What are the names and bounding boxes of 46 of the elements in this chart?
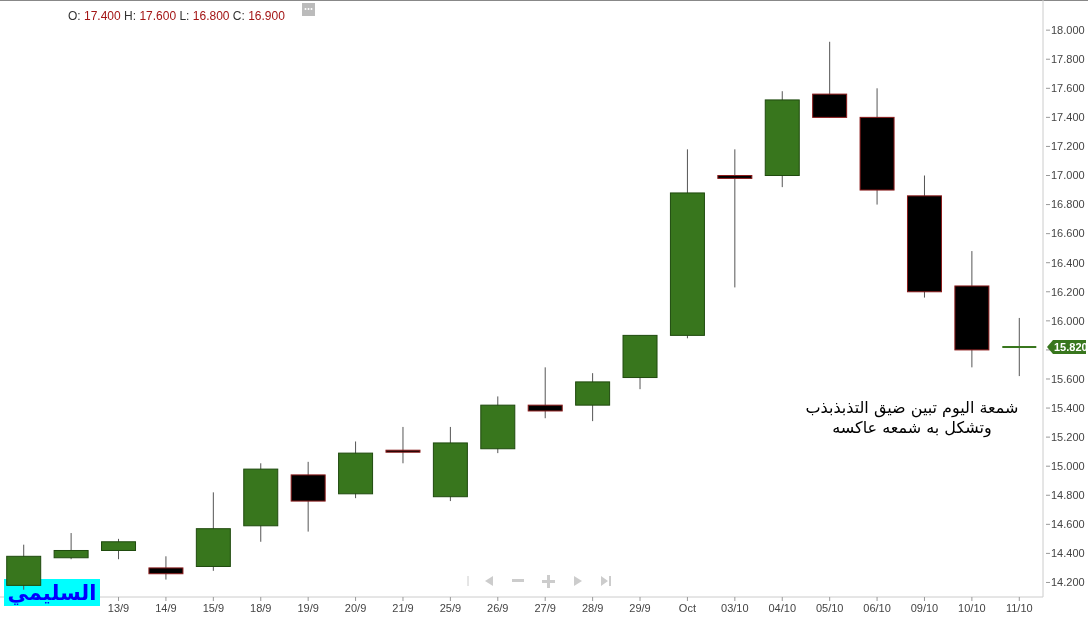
x-tick-label: 09/10 [910, 602, 939, 614]
y-tick-label: 17.600 [1051, 82, 1085, 95]
x-tick-label: 05/10 [815, 602, 844, 614]
x-tick-label: 06/10 [863, 602, 891, 614]
y-tick-label: 16.800 [1051, 198, 1085, 211]
x-tick-label: 14/9 [155, 602, 177, 614]
y-tick-label: 17.000 [1051, 169, 1085, 182]
x-tick-label: 27/9 [534, 602, 556, 614]
y-tick-label: 17.800 [1051, 53, 1085, 66]
x-tick-label: 29/9 [629, 602, 651, 614]
candlestick [53, 532, 89, 560]
y-tick-label: 16.600 [1051, 227, 1085, 240]
x-tick-label: Oct [678, 602, 696, 614]
y-tick-label: 16.200 [1051, 285, 1085, 298]
y-tick-label: 18.000 [1051, 24, 1085, 37]
y-tick-label: 16.000 [1051, 314, 1085, 327]
x-tick-label: 28/9 [581, 602, 604, 614]
x-tick-label: 15/9 [202, 602, 225, 614]
x-tick-label: 04/10 [768, 602, 797, 614]
x-tick-label: 11/10 [1005, 602, 1033, 614]
x-tick-label: 25/9 [439, 602, 462, 614]
y-tick-label: 14.200 [1051, 576, 1085, 589]
x-tick-label: 13/9 [107, 602, 130, 614]
x-tick-label: 21/9 [392, 602, 414, 614]
y-tick-label: 15.000 [1051, 460, 1085, 473]
x-tick-label: 18/9 [250, 602, 272, 614]
y-tick-label: 15.200 [1051, 430, 1085, 443]
annotation: O: 17.400 H: 17.600 L: 16.800 C: 16.900 [68, 9, 286, 23]
annotation: شمعة اليوم تبين ضيق التذبذبذب وتشكل به شمعه عاكسه [805, 398, 1019, 438]
x-tick-label: 20/9 [344, 602, 367, 614]
candlestick [385, 426, 421, 464]
y-tick-label: 14.400 [1051, 547, 1085, 560]
x-tick-label: 03/10 [721, 602, 749, 614]
y-tick-label: 15.400 [1051, 401, 1085, 414]
candlestick [717, 148, 753, 288]
y-tick-label: 16.400 [1051, 256, 1085, 269]
x-tick-label: 10/10 [958, 602, 986, 614]
y-tick-label: 14.800 [1051, 489, 1085, 502]
x-tick-label: 19/9 [297, 602, 319, 614]
x-tick-label: 26/9 [487, 602, 509, 614]
y-tick-label: 15.600 [1051, 372, 1085, 385]
candlestick [1002, 317, 1037, 377]
annotation: السليمي [7, 581, 97, 605]
y-tick-label: 17.400 [1051, 111, 1085, 124]
y-tick-label: 14.600 [1051, 518, 1085, 531]
y-tick-label: 17.200 [1051, 140, 1085, 153]
